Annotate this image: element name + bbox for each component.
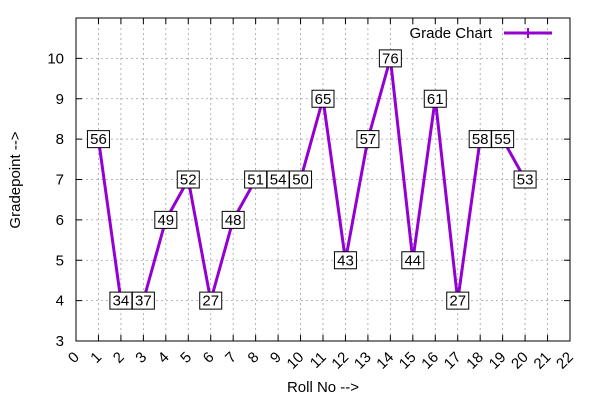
x-tick-label: 21 bbox=[531, 349, 555, 373]
point-label-text: 55 bbox=[494, 131, 511, 148]
tick-layer: 0 1 2 3 4 5 6 7 8 910 1112131415161718192021223456… bbox=[47, 18, 577, 373]
x-tick-label: 17 bbox=[441, 349, 465, 373]
x-tick-label: 10 bbox=[284, 349, 308, 373]
y-tick-label: 10 bbox=[47, 50, 64, 67]
point-label: 34 bbox=[109, 291, 133, 310]
label-layer: 56 34 37 49 52 27 48 51 54 50 65 43 57 76 44 61 27 58 55 53 bbox=[86, 49, 537, 310]
point-label: 43 bbox=[333, 251, 357, 270]
point-label-text: 34 bbox=[113, 293, 130, 310]
x-tick-label: 20 bbox=[508, 349, 532, 373]
point-label: 52 bbox=[176, 170, 200, 189]
point-label: 55 bbox=[491, 130, 515, 149]
point-label-text: 53 bbox=[517, 172, 534, 189]
point-label-text: 52 bbox=[180, 172, 197, 189]
point-label-box bbox=[356, 130, 380, 149]
point-label: 58 bbox=[468, 130, 492, 149]
y-tick-label: 7 bbox=[56, 172, 64, 189]
point-label-box bbox=[86, 130, 110, 149]
x-tick-label: 18 bbox=[463, 349, 487, 373]
point-label-text: 51 bbox=[247, 172, 264, 189]
point-label: 49 bbox=[154, 210, 178, 229]
x-tick-label: 22 bbox=[553, 349, 577, 373]
point-label-box bbox=[333, 251, 357, 270]
point-label: 50 bbox=[289, 170, 313, 189]
y-tick-label: 9 bbox=[56, 91, 64, 108]
x-axis-title: Roll No --> bbox=[287, 379, 359, 396]
point-label-box bbox=[423, 89, 447, 108]
x-tick-label: 7 bbox=[222, 349, 240, 367]
point-label-box bbox=[378, 49, 402, 68]
point-label-text: 27 bbox=[202, 293, 219, 310]
x-tick-label: 5 bbox=[177, 349, 195, 367]
point-label-text: 61 bbox=[427, 91, 444, 108]
point-label-box bbox=[176, 170, 200, 189]
point-label: 44 bbox=[401, 251, 425, 270]
point-label-text: 48 bbox=[225, 212, 242, 229]
point-label-box bbox=[221, 210, 245, 229]
point-label: 53 bbox=[513, 170, 537, 189]
point-label-box bbox=[289, 170, 313, 189]
point-label: 57 bbox=[356, 130, 380, 149]
point-label: 27 bbox=[199, 291, 223, 310]
x-tick-label: 2 bbox=[110, 349, 128, 367]
x-tick-label: 6 bbox=[200, 349, 218, 367]
x-tick-label: 1 bbox=[87, 349, 105, 367]
point-label: 56 bbox=[86, 130, 110, 149]
x-tick-label: 9 bbox=[267, 349, 285, 367]
point-label: 76 bbox=[378, 49, 402, 68]
point-label-box bbox=[401, 251, 425, 270]
point-label-text: 27 bbox=[449, 293, 466, 310]
point-label: 27 bbox=[446, 291, 470, 310]
point-label-text: 65 bbox=[315, 91, 332, 108]
point-label-box bbox=[154, 210, 178, 229]
point-label-text: 58 bbox=[472, 131, 489, 148]
x-tick-label: 15 bbox=[396, 349, 420, 373]
point-label-box bbox=[491, 130, 515, 149]
legend: Grade Chart bbox=[409, 25, 552, 42]
x-tick-label: 4 bbox=[155, 349, 173, 367]
point-label-box bbox=[513, 170, 537, 189]
point-label-text: 44 bbox=[404, 252, 421, 269]
point-label-box bbox=[131, 291, 155, 310]
x-tick-label: 14 bbox=[373, 349, 397, 373]
y-tick-label: 5 bbox=[56, 252, 64, 269]
point-label: 61 bbox=[423, 89, 447, 108]
x-tick-label: 19 bbox=[486, 349, 510, 373]
y-tick-label: 6 bbox=[56, 212, 64, 229]
point-label-box bbox=[311, 89, 335, 108]
x-tick-label: 16 bbox=[418, 349, 442, 373]
point-label-text: 57 bbox=[360, 131, 377, 148]
x-tick-label: 13 bbox=[351, 349, 375, 373]
point-label-text: 49 bbox=[157, 212, 174, 229]
y-tick-label: 8 bbox=[56, 131, 64, 148]
y-axis-title: Gradepoint --> bbox=[7, 131, 24, 228]
point-label-text: 76 bbox=[382, 50, 399, 67]
point-label: 65 bbox=[311, 89, 335, 108]
point-label-text: 43 bbox=[337, 252, 354, 269]
y-tick-label: 3 bbox=[56, 333, 64, 350]
point-label-text: 56 bbox=[90, 131, 107, 148]
point-label-box bbox=[199, 291, 223, 310]
point-label-box bbox=[446, 291, 470, 310]
point-label-text: 54 bbox=[270, 172, 287, 189]
point-label-text: 50 bbox=[292, 172, 309, 189]
point-label: 51 bbox=[244, 170, 268, 189]
x-tick-label: 11 bbox=[307, 349, 330, 372]
y-tick-label: 4 bbox=[56, 293, 64, 310]
x-tick-label: 0 bbox=[65, 349, 83, 367]
x-tick-label: 12 bbox=[328, 349, 352, 373]
point-label: 48 bbox=[221, 210, 245, 229]
x-tick-label: 3 bbox=[132, 349, 150, 367]
legend-label: Grade Chart bbox=[409, 25, 492, 42]
x-tick-label: 8 bbox=[245, 349, 263, 367]
point-label: 54 bbox=[266, 170, 290, 189]
point-label: 37 bbox=[131, 291, 155, 310]
point-label-text: 37 bbox=[135, 293, 152, 310]
